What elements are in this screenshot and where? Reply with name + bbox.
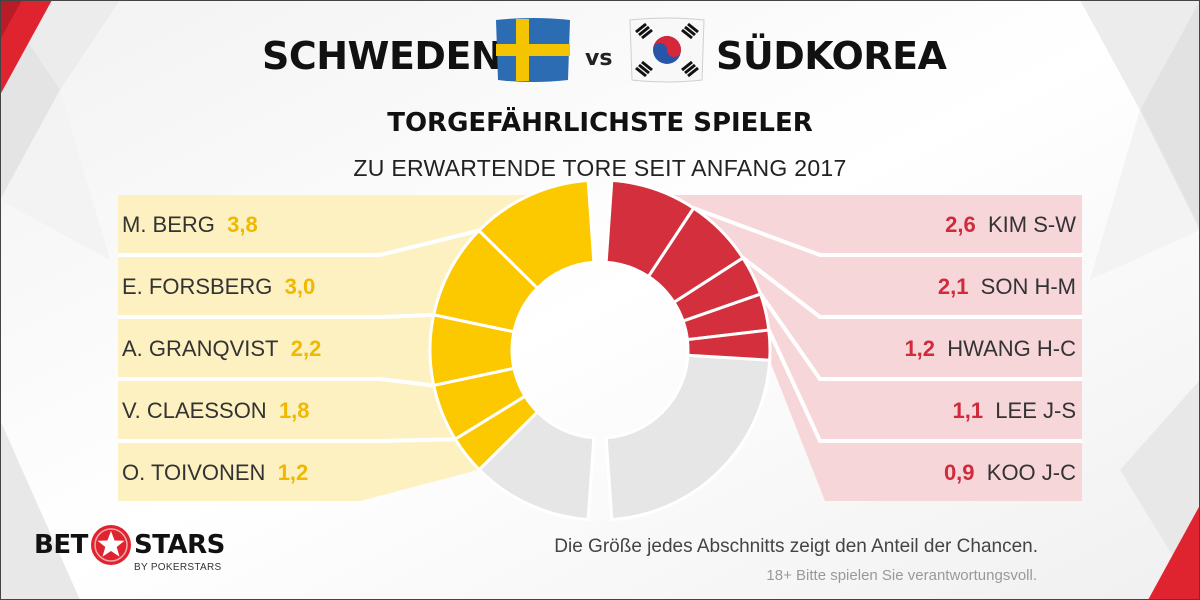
betstars-logo: BET STARS BY POKERSTARS [34,524,234,584]
versus-label: vs [585,46,613,71]
row-separator [758,292,1082,381]
player-label-right: 2,1 SON H-M [938,274,1076,299]
logo-text-right: STARS [134,530,225,560]
south-korea-flag-icon [629,17,705,83]
row-separator [118,228,480,257]
row-separator [118,377,434,388]
donut-remainder-left [477,409,596,522]
player-name: E. FORSBERG [122,274,272,299]
chart-title: TORGEFÄHRLICHSTE SPIELER [387,108,813,138]
player-value: 3,0 [285,274,316,299]
donut-segment-koo-j-c [685,328,772,362]
player-name: KOO J-C [987,460,1076,485]
player-label-left: E. FORSBERG 3,0 [122,274,315,299]
donut-remainder-right [604,353,772,522]
row-separator [118,312,434,319]
sweden-flag-icon [496,18,570,82]
row-separator [692,206,1082,257]
player-name: SON H-M [981,274,1076,299]
row-separator [741,256,1082,319]
corner-decoration-bottom-right [1148,505,1200,600]
player-value: 2,1 [938,274,969,299]
corner-decoration-top-left [0,0,52,95]
player-value: 0,9 [944,460,975,485]
player-value: 1,2 [904,336,935,361]
player-label-right: 2,6 KIM S-W [945,212,1076,237]
legal-disclaimer: 18+ Bitte spielen Sie verantwortungsvoll… [766,567,1037,584]
panel-background-left [118,190,582,501]
player-value: 1,2 [278,460,309,485]
panel-background-right [618,190,1082,501]
logo-subtitle: BY POKERSTARS [134,562,222,573]
player-name: M. BERG [122,212,215,237]
player-label-left: O. TOIVONEN 1,2 [122,460,308,485]
player-name: O. TOIVONEN [122,460,265,485]
player-name: HWANG H-C [947,336,1076,361]
player-label-right: 1,2 HWANG H-C [904,336,1076,361]
player-name: V. CLAESSON [122,398,267,423]
player-name: LEE J-S [995,398,1076,423]
star-icon [91,525,131,565]
player-label-left: V. CLAESSON 1,8 [122,398,310,423]
player-name: KIM S-W [988,212,1076,237]
player-value: 1,1 [952,398,983,423]
chart-note: Die Größe jedes Abschnitts zeigt den Ant… [554,536,1038,557]
team-right-name: SÜDKOREA [716,34,947,78]
player-value: 1,8 [279,398,310,423]
player-label-left: A. GRANQVIST 2,2 [122,336,321,361]
donut-segment-o-toivonen [453,394,540,472]
row-separator [767,329,1082,443]
player-name: A. GRANQVIST [122,336,278,361]
player-value: 3,8 [227,212,258,237]
logo-text-left: BET [34,530,88,560]
chart-subtitle: ZU ERWARTENDE TORE SEIT ANFANG 2017 [353,155,847,181]
player-value: 2,6 [945,212,976,237]
row-separator [118,437,456,443]
player-label-right: 1,1 LEE J-S [952,398,1076,423]
player-label-left: M. BERG 3,8 [122,212,258,237]
team-left-name: SCHWEDEN [262,34,503,78]
player-value: 2,2 [291,336,322,361]
player-label-right: 0,9 KOO J-C [944,460,1076,485]
